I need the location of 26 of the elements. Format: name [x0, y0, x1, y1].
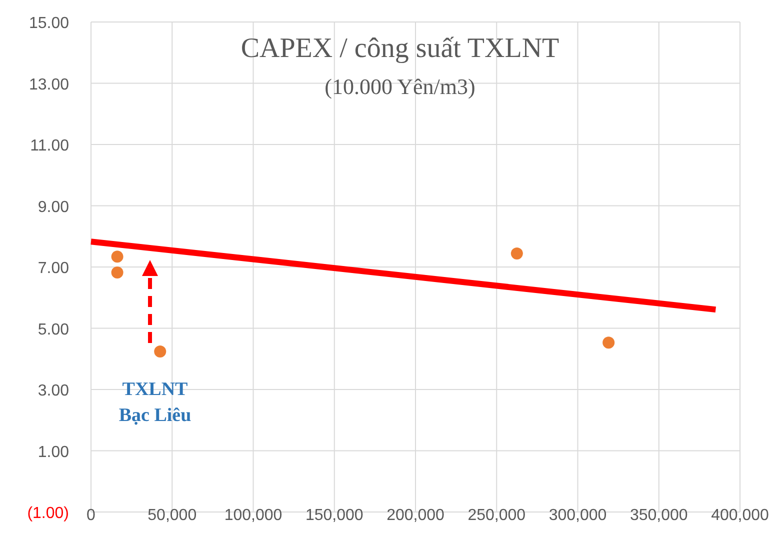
y-tick-label: 7.00 — [38, 260, 70, 277]
x-tick-label: 150,000 — [305, 507, 364, 524]
x-tick-label: 350,000 — [630, 507, 688, 524]
chart-title: CAPEX / công suất TXLNT — [240, 33, 560, 64]
annotation: TXLNT Bạc Liêu — [118, 379, 192, 426]
x-tick-label: 300,000 — [548, 507, 607, 524]
y-tick-label: 13.00 — [28, 76, 70, 94]
x-tick-label: 100,000 — [224, 507, 282, 524]
y-tick-label: 9.00 — [38, 198, 70, 216]
y-tick-label: 15.00 — [28, 15, 70, 32]
x-tick-label: 200,000 — [386, 507, 445, 524]
point — [602, 336, 615, 349]
point — [510, 248, 523, 260]
y-tick-label: (1.00) — [27, 505, 69, 522]
point — [154, 346, 166, 358]
x-tick-label: 0 — [86, 507, 96, 524]
point — [111, 266, 124, 279]
x-tick-label: 250,000 — [468, 507, 526, 524]
y-tick-label: 5.00 — [38, 321, 70, 338]
y-tick-label: 1.00 — [38, 444, 70, 461]
text: (10.000 Yên/m3) — [324, 74, 476, 99]
x-tick-label: 400,000 — [711, 507, 770, 524]
point — [111, 250, 124, 263]
y-tick-label: 3.00 — [38, 382, 70, 400]
y-tick-label: 11.00 — [30, 138, 70, 154]
x-tick-label: 50,000 — [148, 507, 197, 524]
